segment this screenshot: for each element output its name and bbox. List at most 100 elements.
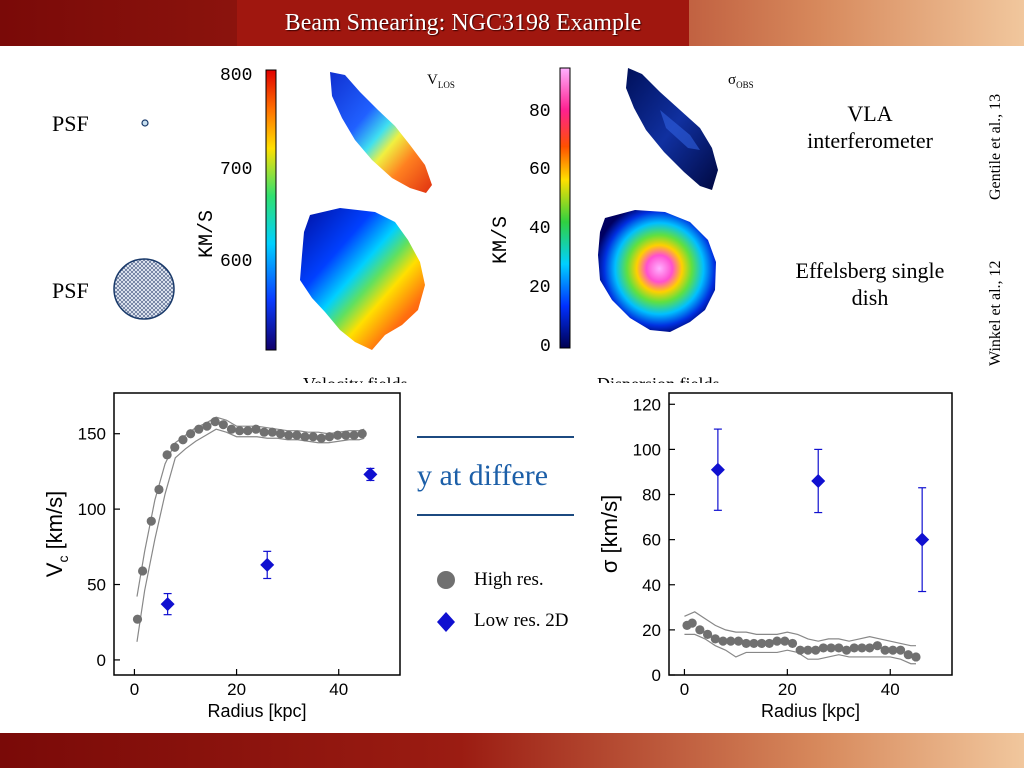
sigma-high-res-point xyxy=(764,638,774,649)
psf-label-effelsberg: PSF xyxy=(52,278,89,303)
sigma-ytick-label: 0 xyxy=(652,666,661,685)
sigma-xtick-label: 20 xyxy=(778,680,797,699)
sigma-high-res-point xyxy=(857,643,867,653)
sigma-xlabel: Radius [kpc] xyxy=(761,701,860,721)
vc-high-res-point xyxy=(341,430,351,440)
vc-high-res-point xyxy=(235,426,245,436)
sigma-high-res-point xyxy=(849,643,859,653)
effelsberg-dispersion-map xyxy=(598,210,716,332)
disp-tick-80: 80 xyxy=(529,102,551,122)
vc-high-res-point xyxy=(154,484,164,495)
velocity-colorbar xyxy=(265,69,277,351)
vc-high-res-point xyxy=(251,424,261,434)
vc-low-res-point xyxy=(260,557,275,572)
vc-high-res-point xyxy=(178,435,188,445)
vc-high-res-point xyxy=(308,432,318,442)
vc-high-res-point xyxy=(243,426,253,436)
vc-high-res-point xyxy=(292,430,302,440)
sigma-low-res-point xyxy=(915,532,930,547)
sigma-high-res-point xyxy=(826,643,836,653)
citation-gentile: Gentile et al., 13 xyxy=(987,93,1004,200)
sigma-xtick-label: 0 xyxy=(680,680,689,699)
vc-high-res-point xyxy=(202,421,212,431)
sigma-high-res-point xyxy=(772,636,782,646)
sigma-high-res-point xyxy=(872,641,882,651)
sigma-ytick-label: 40 xyxy=(642,576,661,595)
sigma-plot-frame xyxy=(668,392,953,676)
vc-high-res-point xyxy=(300,432,310,442)
legend-markers xyxy=(437,571,455,632)
sigma-obs-label: σOBS xyxy=(728,72,754,90)
sigma-high-res-point xyxy=(687,618,697,628)
vc-xtick-label: 40 xyxy=(329,680,348,699)
vc-high-res-point xyxy=(146,516,156,526)
sigma-high-res-point xyxy=(865,643,875,653)
sigma-ytick-label: 20 xyxy=(642,621,661,640)
vc-high-res-point xyxy=(194,424,204,434)
sigma-high-res-point xyxy=(895,645,906,655)
vc-ytick-label: 0 xyxy=(97,651,106,670)
vc-high-res-point xyxy=(259,427,269,437)
sigma-ytick-label: 100 xyxy=(633,440,661,459)
sigma-high-res-point xyxy=(888,645,898,655)
sigma-high-res-point xyxy=(911,652,921,662)
vc-ytick-label: 50 xyxy=(87,576,106,595)
sigma-xtick-label: 40 xyxy=(881,680,900,699)
sigma-high-res-point xyxy=(749,638,759,649)
footer-band xyxy=(0,733,1024,768)
sigma-high-res-point xyxy=(787,638,798,649)
effelsberg-label: Effelsberg single dish xyxy=(795,258,945,310)
sigma-high-res-point xyxy=(757,638,767,649)
sigma-high-res-point xyxy=(741,638,751,649)
vc-high-res-point xyxy=(324,432,335,442)
vc-high-res-point xyxy=(162,450,172,460)
vel-tick-700: 700 xyxy=(220,160,253,180)
vc-low-res-point xyxy=(160,597,175,612)
vc-low-res-point xyxy=(363,467,378,482)
vc-xtick-label: 20 xyxy=(227,680,246,699)
vel-tick-800: 800 xyxy=(220,66,253,86)
sigma-high-res-point xyxy=(726,636,736,646)
sigma-low-res-point xyxy=(811,473,826,488)
effelsberg-velocity-map xyxy=(300,208,425,350)
vc-high-res-point xyxy=(132,614,143,624)
sigma-high-res-point xyxy=(841,645,852,655)
vel-tick-600: 600 xyxy=(220,252,253,272)
partial-heading: y at differe xyxy=(417,459,549,492)
heading-rule-top xyxy=(417,436,574,438)
legend-high-marker xyxy=(437,571,455,589)
sigma-high-res-point xyxy=(834,643,844,653)
vc-high-res-point xyxy=(218,420,228,430)
vc-xtick-label: 0 xyxy=(130,680,139,699)
sigma-high-res-point xyxy=(903,650,913,660)
page-title: Beam Smearing: NGC3198 Example xyxy=(237,0,689,46)
sigma-high-res-point xyxy=(780,636,790,646)
citation-winkel: Winkel et al., 12 xyxy=(987,260,1004,366)
sigma-band-lower xyxy=(684,633,916,665)
legend-low-label: Low res. 2D xyxy=(474,610,569,631)
vla-velocity-map xyxy=(330,72,432,193)
vc-high-res-point xyxy=(267,427,277,437)
sigma-high-res-point xyxy=(702,629,713,639)
disp-unit-label: KM/S xyxy=(490,215,513,264)
vc-ytick-label: 150 xyxy=(78,425,106,444)
psf-small-icon xyxy=(141,119,149,127)
psf-large-icon xyxy=(113,258,175,320)
sigma-high-res-point xyxy=(718,636,728,646)
dispersion-chart: 0 20 40 0 20 40 60 80 100 120 Radius [kpc] σ [km/s] xyxy=(574,383,964,730)
vc-band-lower xyxy=(136,428,365,642)
sigma-low-res-point xyxy=(710,462,725,477)
rotation-curve-chart: 0 20 40 0 50 100 150 Radius [kpc] Vc [km/s] xyxy=(20,383,412,730)
vel-unit-label: KM/S xyxy=(196,209,219,258)
sigma-high-res-point xyxy=(695,625,705,635)
vc-plot-frame xyxy=(113,392,401,676)
sigma-high-res-point xyxy=(710,634,720,644)
disp-tick-0: 0 xyxy=(540,337,551,357)
vc-high-res-point xyxy=(170,442,180,452)
vla-label: VLA interferometer xyxy=(807,101,933,153)
vc-high-res-point xyxy=(284,430,294,440)
sigma-high-res-point xyxy=(811,645,821,655)
dispersion-colorbar xyxy=(559,67,571,349)
sigma-ytick-label: 80 xyxy=(642,486,661,505)
